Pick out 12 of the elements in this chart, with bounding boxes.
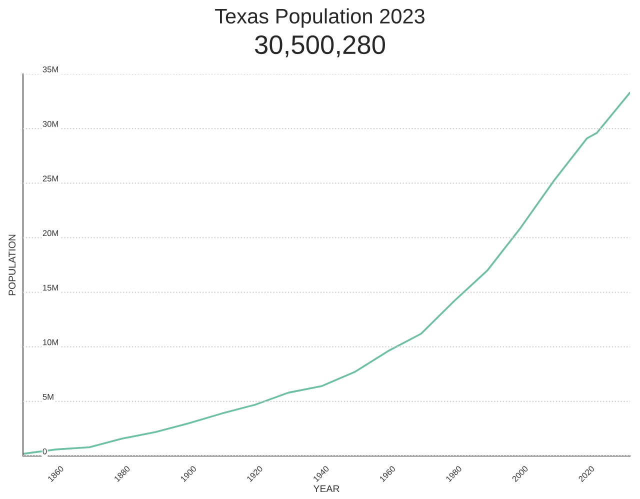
y-tick-label: 5M (42, 394, 54, 400)
chart-subtitle: 30,500,280 (254, 35, 386, 58)
y-tick-label: 25M (42, 176, 58, 182)
y-tick-label: 10M (43, 339, 58, 346)
y-tick-label: 15M (43, 284, 58, 291)
y-tick-label: 30M (42, 121, 58, 127)
y-tick-label: 0 (42, 448, 47, 454)
chart-title: Texas Population 2023 (215, 8, 424, 28)
y-axis-title: POPULATION (8, 234, 16, 296)
y-tick-label: 20M (42, 230, 58, 236)
x-axis-title: YEAR (313, 485, 340, 492)
y-tick-label: 35M (42, 66, 58, 72)
